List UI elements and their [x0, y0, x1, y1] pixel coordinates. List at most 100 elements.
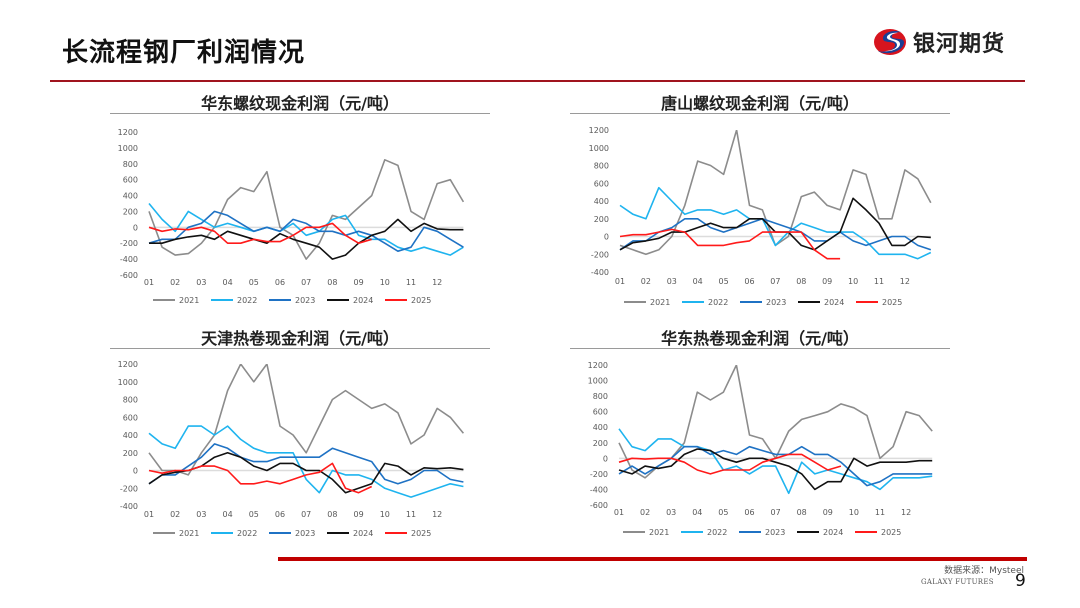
y-tick-label: 400	[593, 423, 608, 432]
title-divider	[570, 113, 950, 114]
x-tick-label: 05	[719, 277, 729, 286]
x-tick-label: 08	[327, 510, 337, 519]
chart-title: 天津热卷现金利润（元/吨）	[201, 329, 399, 348]
series-line-2021	[619, 130, 932, 256]
x-tick-label: 04	[223, 510, 233, 519]
logo-text: 银河期货	[913, 32, 1006, 57]
y-tick-label: 800	[123, 396, 138, 405]
galaxy-logo-icon	[874, 29, 906, 55]
y-tick-label: -400	[591, 268, 609, 277]
company-logo: 银河期货	[873, 26, 1005, 58]
x-tick-label: 03	[666, 508, 676, 517]
x-tick-label: 01	[144, 278, 154, 287]
series-line-2024	[148, 452, 464, 494]
y-tick-label: 0	[133, 467, 138, 476]
legend-label-2021: 2021	[179, 296, 199, 305]
x-tick-label: 03	[667, 277, 677, 286]
legend-label-2025: 2025	[411, 529, 431, 538]
x-tick-label: 11	[406, 278, 416, 287]
legend-label-2021: 2021	[649, 528, 669, 537]
x-tick-label: 08	[327, 278, 337, 287]
y-tick-label: 0	[603, 454, 608, 463]
x-tick-label: 09	[822, 277, 832, 286]
x-tick-label: 05	[718, 508, 728, 517]
y-tick-label: 1000	[588, 377, 608, 386]
x-tick-label: 01	[144, 510, 154, 519]
series-line-2023	[619, 218, 932, 251]
legend-label-2021: 2021	[650, 298, 670, 307]
x-tick-label: 09	[354, 278, 364, 287]
legend-label-2024: 2024	[824, 298, 844, 307]
footer-bar	[278, 557, 1027, 561]
x-tick-label: 09	[823, 508, 833, 517]
x-tick-label: 11	[406, 510, 416, 519]
legend-label-2023: 2023	[295, 296, 315, 305]
series-line-2023	[148, 210, 464, 252]
y-tick-label: 1200	[118, 360, 138, 369]
legend-label-2023: 2023	[766, 298, 786, 307]
x-tick-label: 04	[223, 278, 233, 287]
x-tick-label: 06	[275, 510, 285, 519]
x-tick-label: 02	[170, 510, 180, 519]
y-tick-label: -200	[590, 470, 608, 479]
y-tick-label: 1000	[118, 378, 138, 387]
series-line-2025	[148, 222, 372, 244]
y-tick-label: -400	[120, 255, 138, 264]
series-line-2022	[618, 428, 933, 495]
y-tick-label: 1200	[589, 126, 609, 135]
y-tick-label: 600	[123, 176, 138, 185]
y-tick-label: 1200	[588, 361, 608, 370]
title-divider	[110, 113, 490, 114]
legend-label-2022: 2022	[237, 529, 257, 538]
x-tick-label: 12	[900, 277, 910, 286]
chart-panel-1: 华东螺纹现金利润（元/吨） -600 -400 -200 0 200 400 600 800 1…	[110, 88, 490, 318]
series-line-2025	[618, 453, 842, 475]
series-line-2025	[619, 228, 841, 260]
y-tick-label: -600	[590, 501, 608, 510]
y-tick-label: 200	[593, 439, 608, 448]
y-tick-label: -400	[120, 502, 138, 511]
x-tick-label: 05	[249, 278, 259, 287]
chart-title: 华东热卷现金利润（元/吨）	[661, 329, 859, 348]
title-divider	[570, 348, 950, 349]
data-source: 数据来源：Mysteel	[944, 566, 1024, 576]
y-tick-label: 1000	[589, 144, 609, 153]
title-divider	[110, 348, 490, 349]
y-tick-label: 1200	[118, 128, 138, 137]
y-tick-label: 0	[604, 233, 609, 242]
x-tick-label: 08	[796, 277, 806, 286]
x-tick-label: 02	[170, 278, 180, 287]
slide-title: 长流程钢厂利润情况	[62, 38, 306, 68]
brand-name: GALAXY FUTURES	[921, 578, 994, 586]
x-tick-label: 05	[249, 510, 259, 519]
legend-label-2021: 2021	[179, 529, 199, 538]
x-tick-label: 08	[797, 508, 807, 517]
x-tick-label: 01	[615, 277, 625, 286]
x-tick-label: 12	[432, 278, 442, 287]
y-tick-label: 800	[594, 162, 609, 171]
x-tick-label: 04	[693, 277, 703, 286]
legend-label-2022: 2022	[707, 528, 727, 537]
series-line-2022	[619, 186, 932, 260]
y-tick-label: 200	[123, 449, 138, 458]
y-tick-label: 600	[594, 179, 609, 188]
chart-panel-3: 天津热卷现金利润（元/吨） -400 -200 0 200 400 600 800 1000 1…	[110, 323, 490, 553]
x-tick-label: 11	[875, 508, 885, 517]
y-tick-label: 600	[593, 408, 608, 417]
chart-panel-4: 华东热卷现金利润（元/吨） -600 -400 -200 0 200 400 600 800 1…	[570, 323, 950, 553]
x-tick-label: 10	[849, 508, 859, 517]
legend-label-2025: 2025	[882, 298, 902, 307]
y-tick-label: 800	[593, 392, 608, 401]
legend-label-2025: 2025	[411, 296, 431, 305]
chart-title: 唐山螺纹现金利润（元/吨）	[661, 94, 859, 113]
legend-label-2023: 2023	[765, 528, 785, 537]
x-tick-label: 12	[432, 510, 442, 519]
x-tick-label: 12	[901, 508, 911, 517]
y-tick-label: -400	[590, 485, 608, 494]
x-tick-label: 02	[641, 277, 651, 286]
x-tick-label: 07	[771, 508, 781, 517]
x-tick-label: 06	[275, 278, 285, 287]
line-chart: -600 -400 -200 0 200 400 600 800 1000 1200 01 02 03 0…	[118, 128, 465, 305]
y-tick-label: 600	[123, 413, 138, 422]
series-line-2023	[148, 443, 464, 485]
